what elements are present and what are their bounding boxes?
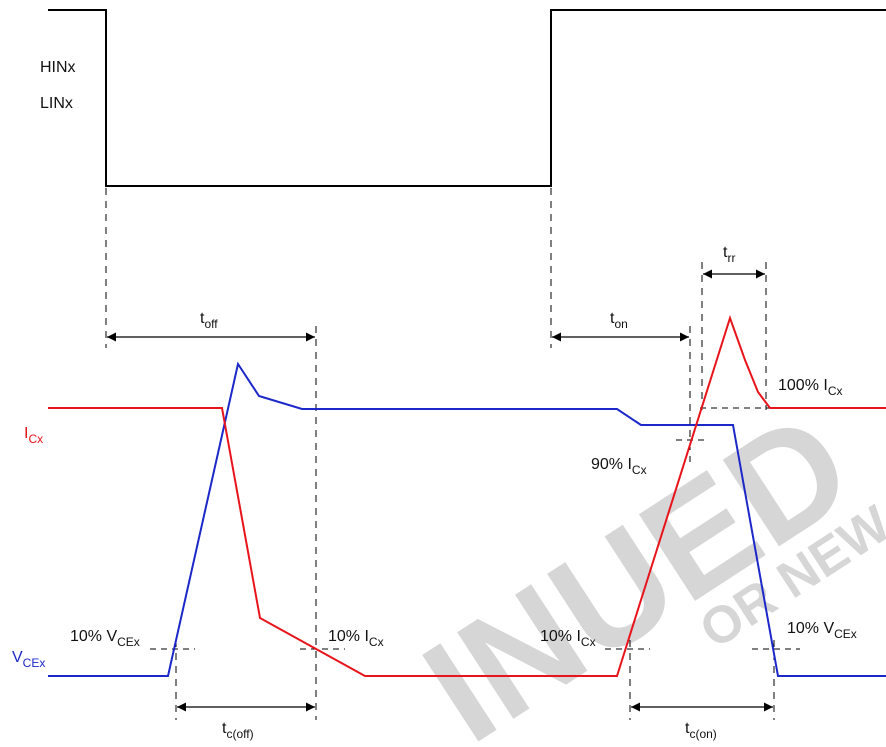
ton-label: ton (610, 310, 628, 331)
ic10-right-sub: Cx (581, 635, 596, 649)
ic-waveform (48, 314, 886, 677)
tcoff-label-sub: c(off) (226, 727, 253, 741)
ic10-right-label: 10% ICx (540, 628, 596, 649)
vce-label-sub: CEx (23, 656, 46, 670)
ic-label: ICx (24, 425, 43, 446)
ic100-sub: Cx (828, 384, 843, 398)
vce10-left-sub: CEx (117, 635, 140, 649)
ic100-main: 100% I (778, 377, 828, 394)
toff-label-sub: off (204, 317, 218, 331)
threshold-ticks (150, 407, 800, 650)
trr-label-main: t (723, 244, 728, 261)
input-label-hinx: HINx (40, 59, 76, 76)
trr-label: trr (723, 244, 735, 265)
vce-label: VCEx (12, 649, 45, 670)
toff-label-main: t (200, 310, 205, 327)
input-waveform (48, 9, 886, 187)
dashed-guides (105, 188, 775, 720)
ic10-left-label: 10% ICx (328, 628, 384, 649)
vce10-right-label: 10% VCEx (787, 620, 857, 641)
vce-label-main: V (12, 649, 23, 666)
tcoff-label-main: t (222, 720, 227, 737)
watermark: INUED OR NEW DE (396, 379, 886, 747)
ic10-left-main: 10% I (328, 628, 369, 645)
tcon-label: tc(on) (685, 720, 717, 741)
ic-label-main: I (24, 425, 28, 442)
tcon-label-sub: c(on) (689, 727, 716, 741)
input-label-linx: LINx (40, 95, 73, 112)
vce10-right-main: 10% V (787, 620, 834, 637)
ic90-sub: Cx (632, 463, 647, 477)
toff-label: toff (200, 310, 218, 331)
ton-label-sub: on (614, 317, 627, 331)
tcon-label-main: t (685, 720, 690, 737)
ic10-left-sub: Cx (369, 635, 384, 649)
ic100-label: 100% ICx (778, 377, 842, 398)
vce10-left-main: 10% V (70, 628, 117, 645)
ic90-main: 90% I (591, 456, 632, 473)
vce10-right-sub: CEx (834, 627, 857, 641)
ic90-label: 90% ICx (591, 456, 647, 477)
ic-label-sub: Cx (28, 432, 43, 446)
tcoff-label: tc(off) (222, 720, 254, 741)
timing-arrows (107, 269, 773, 712)
ic10-right-main: 10% I (540, 628, 581, 645)
vce-waveform (48, 361, 886, 677)
vce10-left-label: 10% VCEx (70, 628, 140, 649)
ton-label-main: t (610, 310, 615, 327)
trr-label-sub: rr (727, 251, 735, 265)
